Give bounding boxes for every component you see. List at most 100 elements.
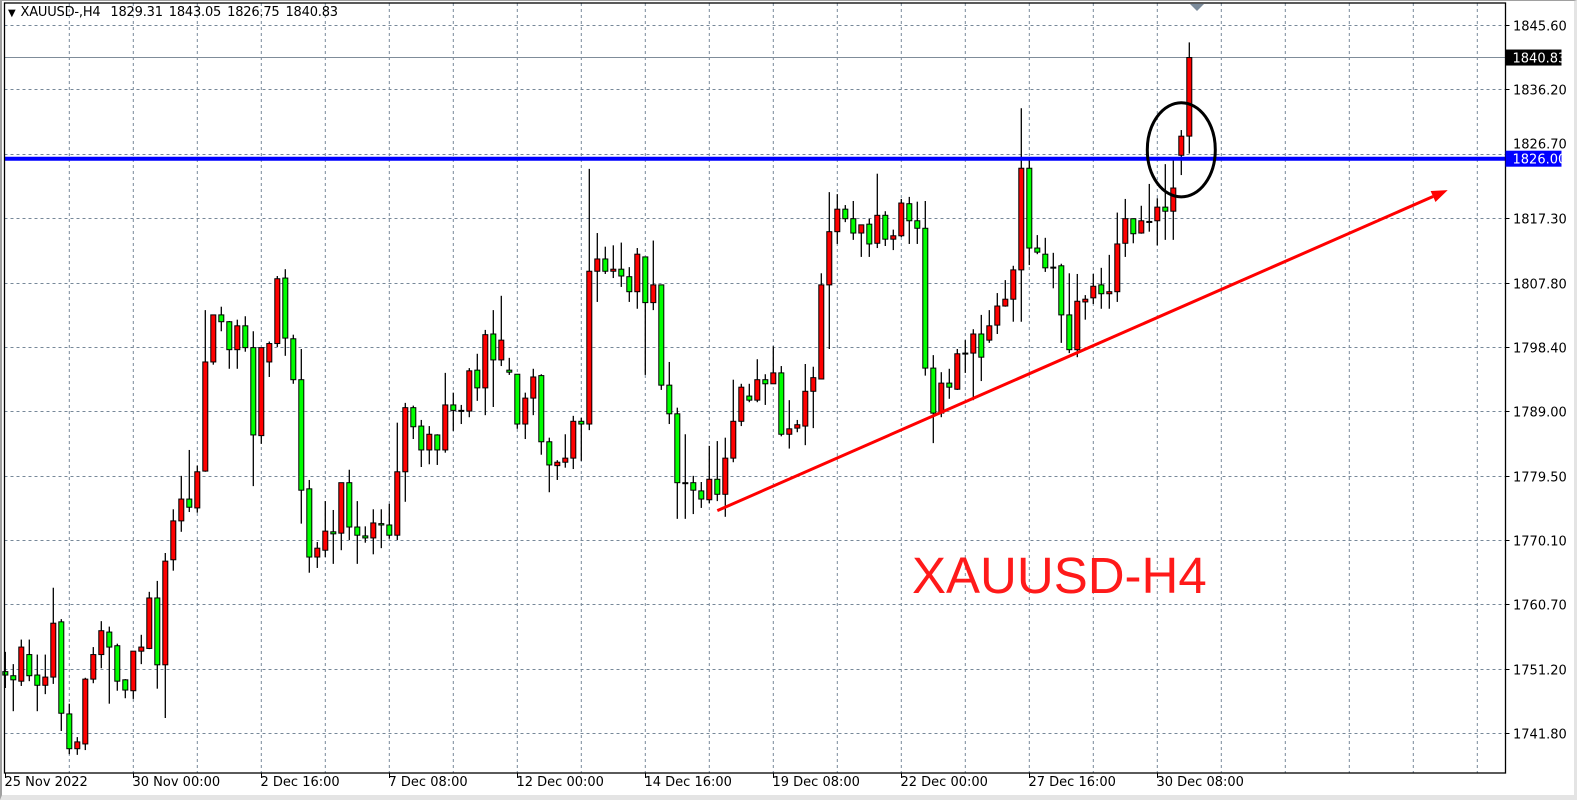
- x-tick-label: 30 Dec 08:00: [1157, 775, 1244, 790]
- y-tick-label: 1817.30: [1513, 213, 1567, 228]
- candle-bearish: [1130, 218, 1137, 235]
- candle-bearish: [1034, 247, 1041, 253]
- candle-bullish: [1122, 218, 1129, 244]
- candle-bullish: [82, 678, 89, 745]
- candle-bearish: [66, 713, 73, 750]
- candle-bearish: [658, 284, 665, 386]
- candle-bearish: [330, 531, 337, 535]
- candle-bearish: [602, 258, 609, 272]
- candle-bullish: [1146, 220, 1153, 223]
- candle-bearish: [362, 535, 369, 539]
- candle-bullish: [202, 361, 209, 472]
- candle-bearish: [514, 373, 521, 425]
- candle-bullish: [802, 390, 809, 427]
- candle-bullish: [1090, 285, 1097, 299]
- candle-bearish: [410, 407, 417, 428]
- current-price-label: 1840.83: [1513, 52, 1567, 67]
- candle-bullish: [986, 325, 993, 341]
- dropdown-triangle-icon[interactable]: ▼: [8, 8, 16, 19]
- candle-bullish: [1138, 220, 1145, 234]
- candle-bearish: [58, 621, 65, 714]
- candle-bearish: [538, 375, 545, 443]
- candle-bullish: [810, 377, 817, 392]
- x-tick-label: 30 Nov 00:00: [133, 775, 221, 790]
- candle-bullish: [258, 347, 265, 437]
- candle-bearish: [578, 420, 585, 425]
- candle-bullish: [994, 305, 1001, 326]
- y-tick-label: 1807.80: [1513, 278, 1567, 293]
- candle-bullish: [754, 379, 761, 401]
- candle-bullish: [402, 407, 409, 473]
- candle-bullish: [426, 433, 433, 451]
- candle-bearish: [1098, 284, 1105, 295]
- candle-bullish: [634, 253, 641, 293]
- candle-bullish: [554, 461, 561, 467]
- y-tick-label: 1826.70: [1513, 138, 1567, 153]
- candle-bullish: [1002, 298, 1009, 307]
- candle-bullish: [482, 334, 489, 389]
- candle-bullish: [74, 741, 81, 750]
- candle-bullish: [650, 284, 657, 304]
- y-tick-label: 1798.40: [1513, 342, 1567, 357]
- candle-bearish: [458, 409, 465, 412]
- candle-bullish: [706, 478, 713, 501]
- trendline-arrow-icon: [1430, 190, 1448, 202]
- candle-bearish: [490, 333, 497, 361]
- candle-bearish: [914, 220, 921, 229]
- candle-bearish: [154, 597, 161, 666]
- candle-bearish: [946, 382, 953, 388]
- candle-bullish: [786, 428, 793, 435]
- candle-bearish: [666, 384, 673, 415]
- candle-bullish: [722, 457, 729, 495]
- candle-bearish: [778, 372, 785, 435]
- x-tick-label: 12 Dec 00:00: [517, 775, 604, 790]
- candle-bullish: [890, 235, 897, 240]
- candle-bearish: [922, 227, 929, 369]
- candle-bullish: [138, 646, 145, 652]
- candle-bearish: [882, 214, 889, 240]
- candle-bullish: [466, 370, 473, 412]
- x-tick-label: 2 Dec 16:00: [261, 775, 340, 790]
- candle-bullish: [1178, 135, 1185, 156]
- annotation-text: XAUUSD-H4: [912, 547, 1207, 604]
- candle-bullish: [314, 547, 321, 558]
- y-tick-label: 1741.80: [1513, 728, 1567, 743]
- candles: [2, 42, 1193, 755]
- candle-bullish: [826, 231, 833, 286]
- candle-bullish: [562, 457, 569, 463]
- candle-bearish: [930, 367, 937, 414]
- ohlc-close: 1840.83: [285, 5, 338, 20]
- candle-bullish: [738, 386, 745, 422]
- y-tick-label: 1751.20: [1513, 664, 1567, 679]
- overlays: [4, 101, 1506, 513]
- candle-bullish: [442, 404, 449, 451]
- candle-bearish: [698, 490, 705, 500]
- level-price-label-box: [1505, 150, 1562, 167]
- candle-bullish: [338, 482, 345, 534]
- candle-bearish: [866, 223, 873, 245]
- candle-bearish: [242, 325, 249, 349]
- candle-bearish: [1066, 314, 1073, 351]
- candle-bullish: [938, 382, 945, 414]
- symbol-timeframe: XAUUSD-,H4: [20, 5, 101, 20]
- x-tick-label: 25 Nov 2022: [5, 775, 88, 790]
- candle-bullish: [194, 471, 201, 509]
- grid: [4, 3, 1506, 773]
- candle-bullish: [266, 343, 273, 363]
- candle-bearish: [674, 413, 681, 484]
- candle-bullish: [18, 646, 25, 682]
- x-tick-label: 7 Dec 08:00: [389, 775, 468, 790]
- candle-bearish: [746, 395, 753, 401]
- candle-bearish: [186, 498, 193, 508]
- candle-bearish: [10, 675, 17, 681]
- candle-bullish: [570, 420, 577, 459]
- candle-bullish: [1154, 206, 1161, 222]
- x-tick-label: 14 Dec 16:00: [645, 775, 732, 790]
- candle-bearish: [962, 352, 969, 355]
- candle-bearish: [2, 671, 9, 676]
- candle-bearish: [114, 645, 121, 682]
- candle-bearish: [762, 379, 769, 385]
- candle-bearish: [26, 654, 33, 677]
